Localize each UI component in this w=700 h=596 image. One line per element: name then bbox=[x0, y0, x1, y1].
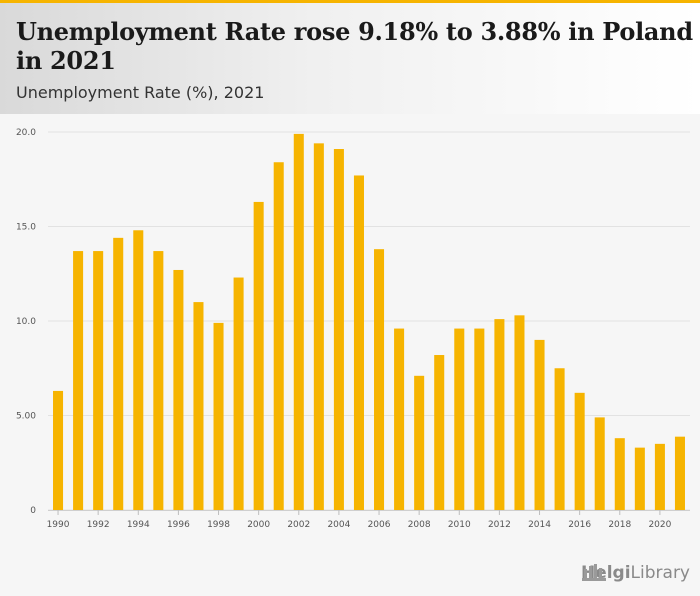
bar-2009[interactable] bbox=[434, 355, 445, 510]
bar-2005[interactable] bbox=[353, 175, 364, 510]
x-tick-label: 2004 bbox=[327, 520, 350, 530]
x-tick-label: 2002 bbox=[287, 520, 310, 530]
bar-1995[interactable] bbox=[153, 251, 164, 510]
x-tick-label: 2014 bbox=[528, 520, 551, 530]
y-tick-label: 20.0 bbox=[16, 128, 36, 138]
bar-1996[interactable] bbox=[173, 269, 184, 510]
x-tick-label: 2012 bbox=[488, 520, 511, 530]
x-tick-label: 2010 bbox=[448, 520, 471, 530]
x-tick-label: 1994 bbox=[127, 520, 150, 530]
bar-2007[interactable] bbox=[394, 328, 405, 510]
x-tick-label: 2008 bbox=[408, 520, 431, 530]
x-tick-label: 1996 bbox=[167, 520, 190, 530]
brand-name-rest: Library bbox=[630, 563, 690, 583]
bar-2017[interactable] bbox=[594, 417, 605, 510]
bar-2020[interactable] bbox=[654, 443, 665, 510]
bar-1998[interactable] bbox=[213, 322, 224, 510]
bar-2021[interactable] bbox=[674, 436, 685, 510]
x-tick-label: 1992 bbox=[87, 520, 110, 530]
bar-2002[interactable] bbox=[293, 133, 304, 510]
chart-area: 0 5.00 10.0 15.0 20.0 1990 1992 1994 1996 1998 200… bbox=[0, 114, 700, 596]
x-tick-label: 2000 bbox=[247, 520, 270, 530]
x-tick-label: 2006 bbox=[368, 520, 391, 530]
x-tick-label: 2016 bbox=[568, 520, 591, 530]
bar-2011[interactable] bbox=[474, 328, 485, 510]
bar-1991[interactable] bbox=[73, 251, 84, 510]
bar-2015[interactable] bbox=[554, 368, 565, 510]
chart-subtitle: Unemployment Rate (%), 2021 bbox=[16, 83, 265, 102]
page-title: Unemployment Rate rose 9.18% to 3.88% in… bbox=[16, 17, 693, 75]
bar-1993[interactable] bbox=[113, 237, 124, 510]
bar-2014[interactable] bbox=[534, 339, 545, 510]
bar-2000[interactable] bbox=[253, 201, 264, 510]
bar-chart: 0 5.00 10.0 15.0 20.0 1990 1992 1994 1996 1998 200… bbox=[16, 128, 690, 530]
x-tick-label: 2018 bbox=[608, 520, 631, 530]
bar-2013[interactable] bbox=[514, 315, 525, 510]
bar-2018[interactable] bbox=[614, 438, 625, 510]
bar-2003[interactable] bbox=[313, 143, 324, 510]
bar-2019[interactable] bbox=[634, 447, 645, 510]
library-building-icon bbox=[581, 564, 606, 581]
bar-1992[interactable] bbox=[93, 251, 104, 510]
bar-2004[interactable] bbox=[333, 149, 344, 510]
bar-2016[interactable] bbox=[574, 392, 585, 510]
bar-1990[interactable] bbox=[53, 390, 64, 510]
bar-2012[interactable] bbox=[494, 319, 505, 510]
y-tick-label: 15.0 bbox=[16, 223, 36, 233]
bar-1994[interactable] bbox=[133, 230, 144, 510]
chart-header: Unemployment Rate rose 9.18% to 3.88% in… bbox=[0, 3, 700, 114]
bar-2010[interactable] bbox=[454, 328, 465, 510]
helgi-library-logo[interactable]: HelgiLibrary bbox=[581, 562, 690, 584]
x-tick-label: 1990 bbox=[47, 520, 70, 530]
y-tick-label: 0 bbox=[30, 506, 36, 516]
bar-1997[interactable] bbox=[193, 302, 204, 510]
bar-2006[interactable] bbox=[374, 249, 385, 510]
x-tick-label: 1998 bbox=[207, 520, 230, 530]
y-tick-label: 5.00 bbox=[16, 412, 36, 422]
bar-2001[interactable] bbox=[273, 162, 284, 511]
bar-2008[interactable] bbox=[414, 375, 425, 510]
x-tick-label: 2020 bbox=[648, 520, 671, 530]
accent-top-line bbox=[0, 0, 700, 3]
bar-1999[interactable] bbox=[233, 277, 244, 510]
y-tick-label: 10.0 bbox=[16, 317, 36, 327]
